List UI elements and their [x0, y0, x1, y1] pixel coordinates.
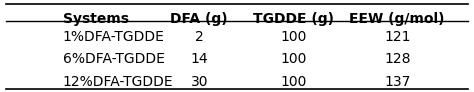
- Text: 100: 100: [280, 30, 307, 44]
- Text: 6%DFA-TGDDE: 6%DFA-TGDDE: [63, 52, 164, 66]
- Text: 100: 100: [280, 75, 307, 89]
- Text: 1%DFA-TGDDE: 1%DFA-TGDDE: [63, 30, 164, 44]
- Text: Systems: Systems: [63, 12, 128, 26]
- Text: 2: 2: [195, 30, 204, 44]
- Text: 128: 128: [384, 52, 410, 66]
- Text: 137: 137: [384, 75, 410, 89]
- Text: DFA (g): DFA (g): [171, 12, 228, 26]
- Text: 100: 100: [280, 52, 307, 66]
- Text: TGDDE (g): TGDDE (g): [253, 12, 334, 26]
- Text: 121: 121: [384, 30, 410, 44]
- Text: 12%DFA-TGDDE: 12%DFA-TGDDE: [63, 75, 173, 89]
- Text: 30: 30: [191, 75, 208, 89]
- Text: 14: 14: [191, 52, 208, 66]
- Text: EEW (g/mol): EEW (g/mol): [349, 12, 445, 26]
